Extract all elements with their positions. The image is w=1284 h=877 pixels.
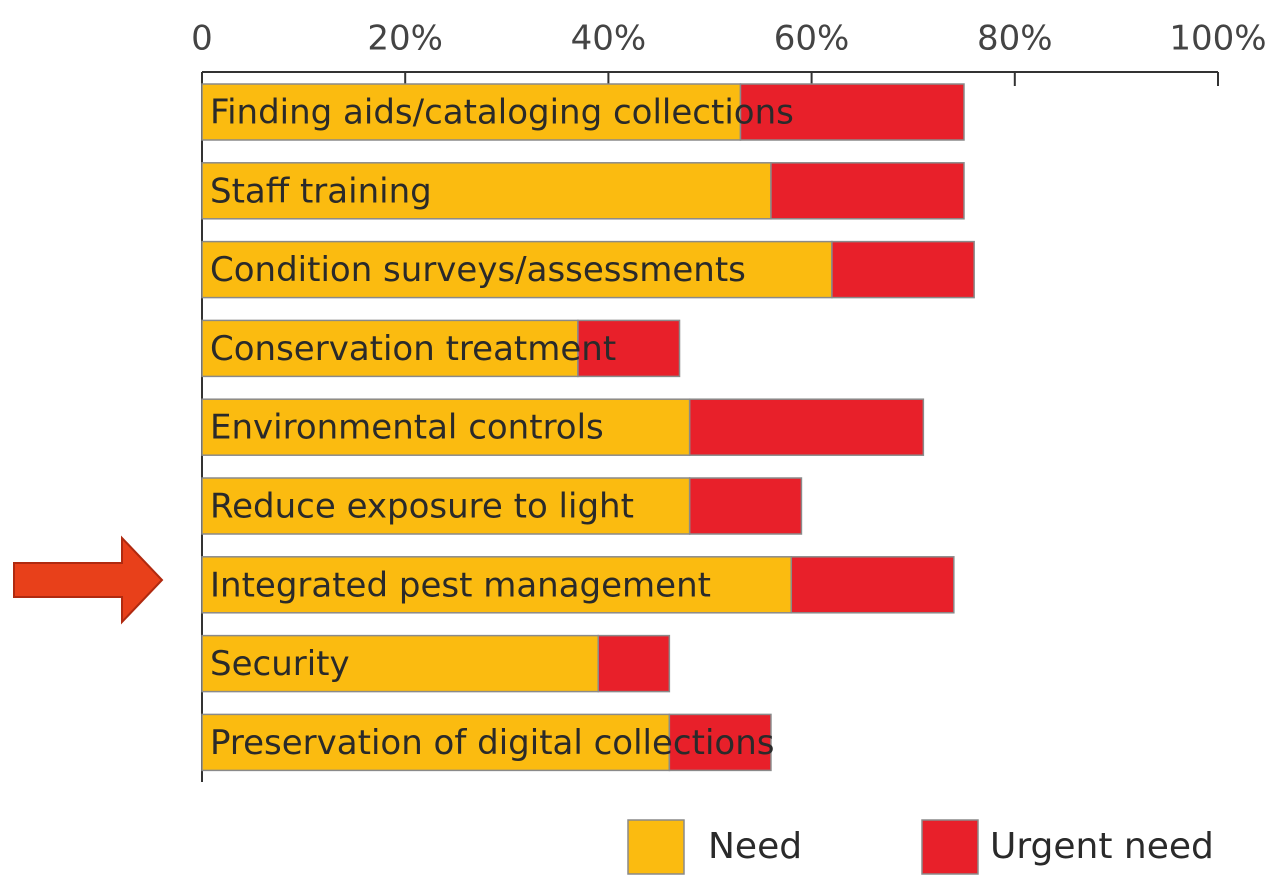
legend-swatch	[627, 819, 685, 875]
category-label: Reduce exposure to light	[210, 487, 634, 527]
category-label: Condition surveys/assessments	[210, 250, 746, 290]
legend-label: Need	[708, 826, 802, 867]
x-tick-label: 40%	[571, 19, 647, 59]
bar-segment	[201, 556, 793, 614]
category-label: Conservation treatment	[210, 329, 616, 369]
category-label: Environmental controls	[210, 408, 604, 448]
legend-label: Urgent need	[990, 826, 1214, 867]
category-label: Security	[210, 644, 350, 684]
bar-segment	[688, 398, 925, 456]
legend-swatch	[921, 819, 979, 875]
category-label: Preservation of digital collections	[210, 723, 774, 763]
bar-segment	[201, 398, 691, 456]
bar-segment	[668, 713, 772, 772]
bar-segment	[201, 477, 691, 535]
x-tick-label: 80%	[977, 19, 1053, 59]
bar-segment	[577, 319, 681, 378]
bar-segment	[790, 556, 955, 614]
x-tick-label: 20%	[367, 19, 443, 59]
bar-segment	[201, 713, 671, 772]
bar-segment	[597, 634, 671, 693]
bar-segment	[831, 240, 975, 299]
category-label: Integrated pest management	[210, 565, 711, 605]
bar-segment	[739, 83, 965, 141]
bar-segment	[688, 477, 803, 535]
x-tick-label: 60%	[774, 19, 850, 59]
bar-segment	[201, 83, 742, 141]
bar-segment	[770, 162, 965, 220]
x-tick-label: 100%	[1169, 19, 1266, 59]
category-label: Staff training	[210, 171, 432, 211]
arrow	[13, 535, 164, 625]
category-label: Finding aids/cataloging collections	[210, 93, 794, 133]
x-tick-label: 0	[191, 19, 213, 59]
